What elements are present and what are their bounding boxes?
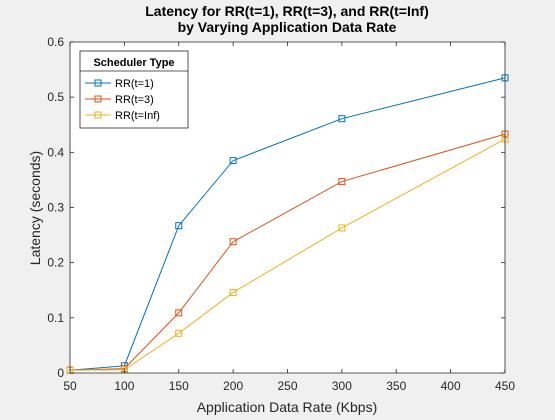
y-tick-label: 0.5 xyxy=(47,90,64,104)
x-tick-label: 300 xyxy=(332,379,352,393)
y-tick-label: 0.6 xyxy=(47,35,64,49)
data-point-marker xyxy=(175,309,183,317)
x-tick-label: 100 xyxy=(114,379,134,393)
y-tick-label: 0.2 xyxy=(47,256,64,270)
x-tick-label: 250 xyxy=(277,379,297,393)
y-tick-label: 0.4 xyxy=(47,145,64,159)
legend-marker xyxy=(94,79,102,87)
legend: Scheduler Type RR(t=1) RR(t=3) RR(t=Inf) xyxy=(79,50,189,129)
legend-label: RR(t=3) xyxy=(115,94,154,106)
data-point-marker xyxy=(338,115,346,123)
legend-marker xyxy=(94,95,102,103)
legend-title: Scheduler Type xyxy=(93,57,174,69)
y-axis-label: Latency (seconds) xyxy=(27,151,43,265)
axes-layer: 50 100 150 200 250 300 350 400 450 0 0.1 0.2 0.3 0.4 0… xyxy=(47,35,515,393)
data-point-marker xyxy=(338,178,346,186)
legend-label: RR(t=1) xyxy=(115,78,154,90)
y-tick-label: 0 xyxy=(57,366,64,380)
series-line xyxy=(69,77,506,371)
x-tick-label: 150 xyxy=(169,379,189,393)
chart-title: Latency for RR(t=1), RR(t=3), and RR(t=I… xyxy=(145,3,429,19)
x-tick-label: 400 xyxy=(441,379,461,393)
data-point-marker xyxy=(229,157,237,165)
x-tick-label: 50 xyxy=(63,379,77,393)
x-tick-label: 450 xyxy=(495,379,515,393)
data-point-marker xyxy=(175,329,183,337)
chart-subtitle: by Varying Application Data Rate xyxy=(178,19,397,35)
x-axis-label: Application Data Rate (Kbps) xyxy=(197,399,378,415)
data-point-marker xyxy=(229,238,237,246)
series-line xyxy=(69,138,506,371)
data-point-marker xyxy=(229,288,237,296)
y-tick-label: 0.1 xyxy=(47,311,64,325)
y-tick-label: 0.3 xyxy=(47,201,64,215)
data-point-marker xyxy=(338,224,346,232)
legend-label: RR(t=Inf) xyxy=(115,110,160,122)
series-line xyxy=(69,133,506,371)
x-tick-label: 200 xyxy=(223,379,243,393)
x-tick-label: 350 xyxy=(386,379,406,393)
legend-marker xyxy=(94,111,102,119)
data-point-marker xyxy=(175,222,183,230)
